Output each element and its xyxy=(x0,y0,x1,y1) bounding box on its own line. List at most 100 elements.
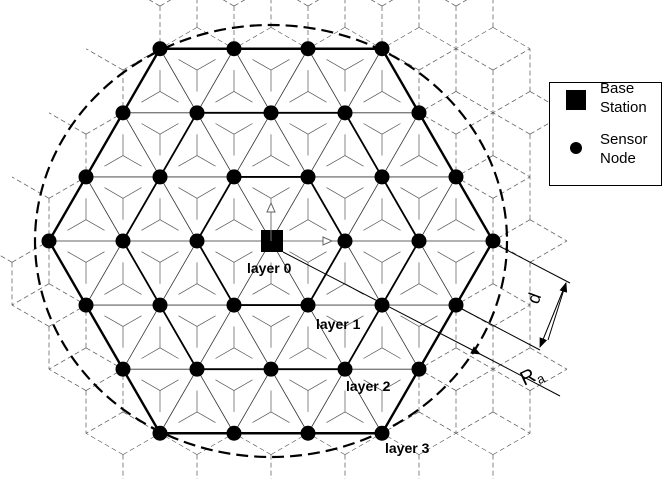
outer-cell-line xyxy=(455,48,494,71)
lattice-edge xyxy=(307,368,346,434)
cell-line xyxy=(289,379,309,391)
outer-cell-line xyxy=(492,155,531,178)
lattice-edge xyxy=(196,112,235,178)
outer-cell-line xyxy=(418,411,457,434)
sensor-node xyxy=(485,233,501,249)
cell-line xyxy=(122,187,142,199)
cell-line xyxy=(159,91,179,103)
outer-cell-line xyxy=(492,347,531,370)
cell-line xyxy=(233,219,253,231)
cell-line xyxy=(233,91,253,103)
cell-line xyxy=(233,379,253,391)
lattice-edge xyxy=(159,368,198,434)
cell-line xyxy=(326,187,346,199)
cell-line xyxy=(122,155,142,167)
outer-cell-line xyxy=(11,176,50,199)
cell-line xyxy=(289,251,309,263)
outer-cell-line xyxy=(455,27,494,50)
lattice-edge xyxy=(196,304,235,370)
cell-line xyxy=(418,155,438,167)
lattice-edge xyxy=(85,176,124,242)
outer-cell-line xyxy=(444,0,457,7)
extension-line xyxy=(496,244,571,284)
outer-cell-line xyxy=(222,0,235,7)
cell-line xyxy=(196,411,216,423)
ra-label: Ra xyxy=(517,361,548,393)
cell-line xyxy=(344,187,364,199)
cell-line xyxy=(307,251,327,263)
lattice-edge xyxy=(270,368,309,434)
cell-line xyxy=(381,219,401,231)
outer-cell-line xyxy=(492,48,531,71)
cell-line xyxy=(233,123,253,135)
outer-cell-line xyxy=(48,347,87,370)
outer-cell-line xyxy=(455,411,494,434)
cell-line xyxy=(67,219,87,231)
cell-line xyxy=(104,283,124,295)
lattice-edge xyxy=(159,176,198,242)
sensor-node xyxy=(263,105,279,121)
lattice-edge xyxy=(418,176,457,242)
outer-cell-line xyxy=(455,432,494,455)
radius-line xyxy=(479,353,561,397)
sensor-node xyxy=(152,41,168,57)
lattice-edge xyxy=(270,48,309,114)
sensor-node xyxy=(189,105,205,121)
lattice-edge xyxy=(122,304,161,370)
lattice-edge xyxy=(344,240,383,306)
axis-arrow-head xyxy=(266,201,276,213)
outer-cell-line xyxy=(418,27,457,50)
outer-cell-line xyxy=(492,112,531,135)
cell-line xyxy=(122,283,142,295)
cell-line xyxy=(215,347,235,359)
cell-line xyxy=(326,315,346,327)
outer-cell-line xyxy=(529,368,568,391)
cell-line xyxy=(178,315,198,327)
cell-line xyxy=(381,379,401,391)
layer-label: layer 0 xyxy=(247,260,292,276)
cell-line xyxy=(196,283,216,295)
cell-line xyxy=(159,251,179,263)
outer-cell-line xyxy=(48,112,87,135)
cell-line xyxy=(159,379,179,391)
dimension-arrow xyxy=(539,282,567,348)
outer-cell-line xyxy=(492,176,531,199)
outer-cell-line xyxy=(455,0,468,7)
cell-line xyxy=(215,123,235,135)
cell-line xyxy=(215,91,235,103)
cell-line xyxy=(344,59,364,71)
sensor-node xyxy=(300,41,316,57)
cell-line xyxy=(252,411,272,423)
layer-label: layer 2 xyxy=(346,378,391,394)
layer-label: layer 1 xyxy=(316,316,361,332)
outer-cell-line xyxy=(85,48,124,71)
cell-line xyxy=(215,219,235,231)
outer-cell-line xyxy=(11,283,50,306)
lattice xyxy=(0,0,568,479)
cell-line xyxy=(252,283,272,295)
outer-cell-line xyxy=(529,240,568,263)
cell-line xyxy=(400,155,420,167)
extension-line xyxy=(459,307,541,351)
cell-line xyxy=(104,315,124,327)
cell-line xyxy=(418,283,438,295)
outer-cell-line xyxy=(307,0,320,7)
cell-line xyxy=(252,155,272,167)
sensor-node xyxy=(152,297,168,313)
sensor-node xyxy=(263,361,279,377)
coverage-circle xyxy=(33,23,509,459)
outer-cell-line xyxy=(233,0,246,7)
outer-cell-line xyxy=(492,283,531,306)
outer-cell-line xyxy=(455,347,494,370)
outer-cell-line xyxy=(492,432,531,455)
sensor-node xyxy=(226,297,242,313)
cell-line xyxy=(307,347,327,359)
cell-line xyxy=(141,379,161,391)
legend-label: Station xyxy=(600,99,647,116)
lattice-edge xyxy=(196,48,235,114)
cell-line xyxy=(141,91,161,103)
cell-line xyxy=(307,379,327,391)
legend-square xyxy=(566,90,586,110)
dimension-arrow xyxy=(547,282,568,341)
